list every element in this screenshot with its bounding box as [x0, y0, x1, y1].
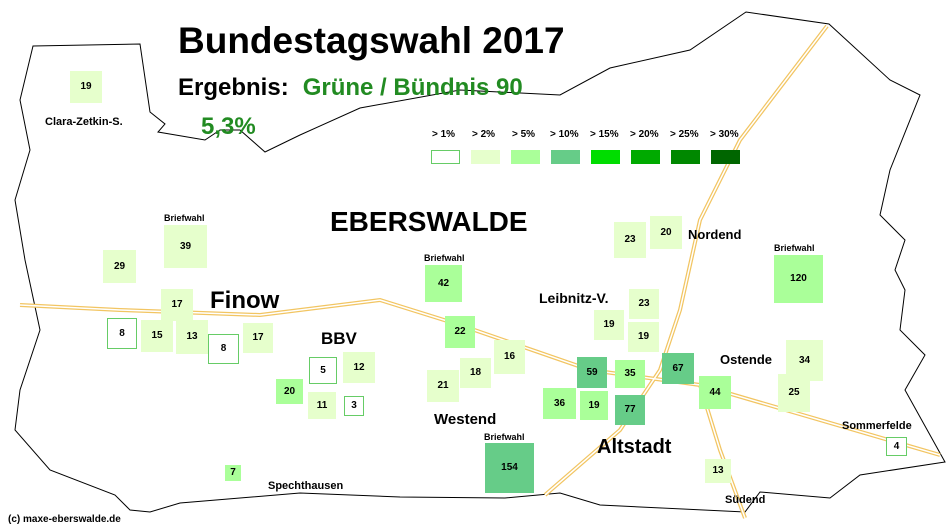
area-label-clara-zetkin: Clara-Zetkin-S. — [45, 116, 123, 128]
area-label-leibnitz: Leibnitz-V. — [539, 290, 609, 306]
area-label-suedend: Südend — [725, 494, 766, 506]
legend-swatch — [631, 150, 660, 164]
district-box[interactable]: 17 — [243, 323, 273, 353]
legend-swatch — [591, 150, 620, 164]
district-box[interactable]: 8 — [208, 334, 239, 364]
legend-swatch — [711, 150, 740, 164]
legend-label: > 10% — [550, 129, 579, 140]
legend-label: > 20% — [630, 129, 659, 140]
district-box[interactable]: 154 — [485, 443, 534, 493]
area-label-ostende: Ostende — [720, 352, 773, 367]
district-box[interactable]: 77 — [615, 395, 645, 425]
map-title: Bundestagswahl 2017 — [178, 20, 565, 61]
district-box[interactable]: 20 — [650, 216, 682, 249]
area-label-bbv: BBV — [321, 329, 357, 348]
area-label-westend: Westend — [434, 411, 497, 428]
briefwahl-label: Briefwahl — [424, 253, 465, 263]
district-box[interactable]: 35 — [615, 360, 645, 388]
legend-swatch — [431, 150, 460, 164]
legend-swatch — [511, 150, 540, 164]
district-box[interactable]: 67 — [662, 353, 694, 384]
briefwahl-label: Briefwahl — [774, 243, 815, 253]
district-box[interactable]: 59 — [577, 357, 607, 388]
district-box[interactable]: 4 — [886, 437, 907, 456]
district-box[interactable]: 29 — [103, 250, 136, 283]
district-box[interactable]: 8 — [107, 318, 137, 349]
legend-swatch — [471, 150, 500, 164]
legend-label: > 15% — [590, 129, 619, 140]
area-label-sommerfelde: Sommerfelde — [842, 420, 912, 432]
district-box[interactable]: 39 — [164, 225, 207, 268]
district-box[interactable]: 19 — [580, 391, 608, 420]
area-label-nordend: Nordend — [688, 227, 742, 242]
result-heading: Ergebnis: Grüne / Bündnis 90 — [178, 74, 523, 102]
legend-label: > 5% — [512, 129, 536, 140]
city-label: EBERSWALDE — [330, 206, 528, 237]
district-box[interactable]: 5 — [309, 357, 337, 384]
district-box[interactable]: 23 — [614, 222, 646, 258]
district-box[interactable]: 36 — [543, 388, 576, 419]
briefwahl-label: Briefwahl — [484, 432, 525, 442]
district-box[interactable]: 12 — [343, 352, 375, 383]
legend-label: > 2% — [472, 129, 496, 140]
legend-label: > 25% — [670, 129, 699, 140]
result-percent: 5,3% — [201, 113, 256, 140]
district-box[interactable]: 19 — [628, 322, 659, 352]
district-box[interactable]: 3 — [344, 396, 364, 416]
district-box[interactable]: 22 — [445, 316, 475, 348]
area-label-altstadt: Altstadt — [597, 436, 672, 458]
district-box[interactable]: 7 — [225, 465, 241, 481]
copyright-label: (c) maxe-eberswalde.de — [8, 514, 121, 525]
district-box[interactable]: 21 — [427, 370, 459, 402]
district-box[interactable]: 11 — [308, 392, 336, 419]
legend-swatch — [551, 150, 580, 164]
district-box[interactable]: 19 — [70, 71, 102, 103]
district-box[interactable]: 13 — [176, 320, 208, 354]
district-box[interactable]: 120 — [774, 255, 823, 303]
legend-label: > 30% — [710, 129, 739, 140]
legend-label: > 1% — [432, 129, 456, 140]
legend-swatch — [671, 150, 700, 164]
party-name: Grüne / Bündnis 90 — [302, 74, 523, 101]
district-box[interactable]: 15 — [141, 320, 173, 352]
area-label-finow: Finow — [210, 287, 280, 314]
district-box[interactable]: 20 — [276, 379, 303, 404]
result-label: Ergebnis: — [178, 74, 289, 101]
area-label-spechthausen: Spechthausen — [268, 480, 344, 492]
municipal-boundary — [14, 11, 946, 513]
district-box[interactable]: 44 — [699, 376, 731, 409]
district-box[interactable]: 42 — [425, 265, 462, 302]
district-box[interactable]: 17 — [161, 289, 193, 321]
briefwahl-label: Briefwahl — [164, 213, 205, 223]
district-box[interactable]: 18 — [460, 358, 491, 388]
district-box[interactable]: 16 — [494, 340, 525, 374]
district-box[interactable]: 23 — [629, 289, 659, 319]
district-box[interactable]: 19 — [594, 310, 624, 340]
district-box[interactable]: 13 — [705, 459, 731, 483]
district-box[interactable]: 25 — [778, 374, 810, 412]
